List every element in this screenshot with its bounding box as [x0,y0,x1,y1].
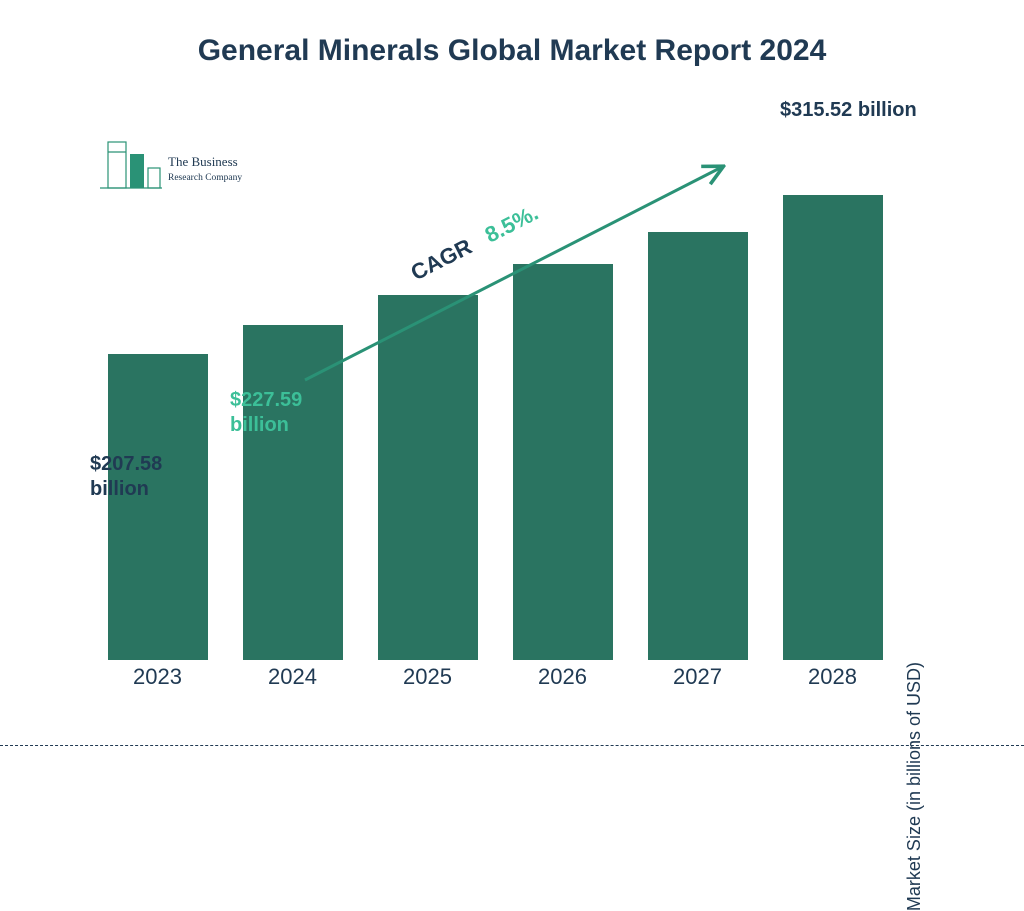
footer-dashed-line [0,745,1024,746]
value-label: $207.58 billion [90,452,200,502]
value-label: $227.59 billion [230,388,340,438]
value-label: $315.52 billion [780,98,950,123]
chart-container: General Minerals Global Market Report 20… [0,0,1024,768]
